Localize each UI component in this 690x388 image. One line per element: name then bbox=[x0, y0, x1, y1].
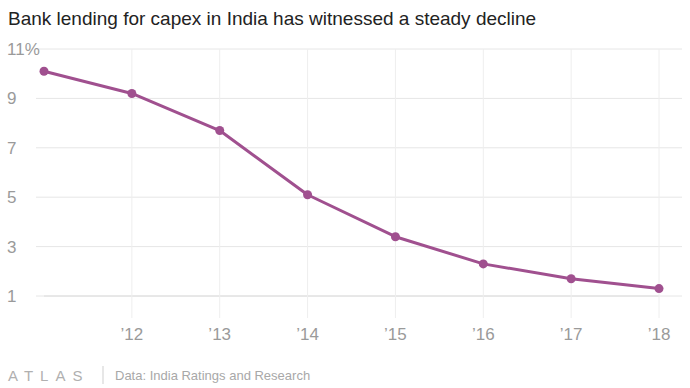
x-tick-label: ’18 bbox=[648, 325, 671, 344]
y-tick-label: 1 bbox=[7, 287, 16, 306]
point bbox=[391, 232, 400, 241]
line bbox=[44, 71, 659, 288]
brand: ATLAS bbox=[8, 367, 89, 384]
separator bbox=[103, 366, 104, 384]
y-tick-label: 3 bbox=[7, 238, 16, 257]
x-tick-label: ’12 bbox=[121, 325, 144, 344]
title: Bank lending for capex in India has witn… bbox=[8, 8, 536, 29]
x-axis bbox=[44, 296, 659, 297]
source: Data: India Ratings and Research bbox=[115, 368, 310, 383]
x-tick-label: ’13 bbox=[208, 325, 231, 344]
point bbox=[567, 274, 576, 283]
y-tick-label: 11% bbox=[7, 40, 40, 59]
y-grid bbox=[36, 49, 682, 50]
x-tick-label: ’15 bbox=[384, 325, 407, 344]
point bbox=[303, 190, 312, 199]
point bbox=[655, 284, 664, 293]
plot-area bbox=[40, 67, 664, 293]
x-grid bbox=[219, 49, 220, 318]
y-grid bbox=[36, 197, 682, 198]
x-grid bbox=[395, 49, 396, 318]
point bbox=[40, 67, 49, 76]
point bbox=[127, 89, 136, 98]
x-grid bbox=[307, 49, 308, 318]
y-grid bbox=[36, 147, 682, 148]
x-tick-label: ’14 bbox=[296, 325, 319, 344]
y-tick-label: 9 bbox=[7, 89, 16, 108]
point bbox=[215, 126, 224, 135]
y-grid bbox=[36, 296, 682, 297]
y-tick-label: 7 bbox=[7, 139, 16, 158]
chart: Bank lending for capex in India has witn… bbox=[0, 0, 690, 388]
x-tick-label: ’17 bbox=[560, 325, 583, 344]
x-grid bbox=[659, 49, 660, 318]
point bbox=[479, 259, 488, 268]
y-grid bbox=[36, 98, 682, 99]
y-grid bbox=[36, 246, 682, 247]
x-grid bbox=[483, 49, 484, 318]
x-tick-label: ’16 bbox=[472, 325, 495, 344]
y-tick-label: 5 bbox=[7, 188, 16, 207]
